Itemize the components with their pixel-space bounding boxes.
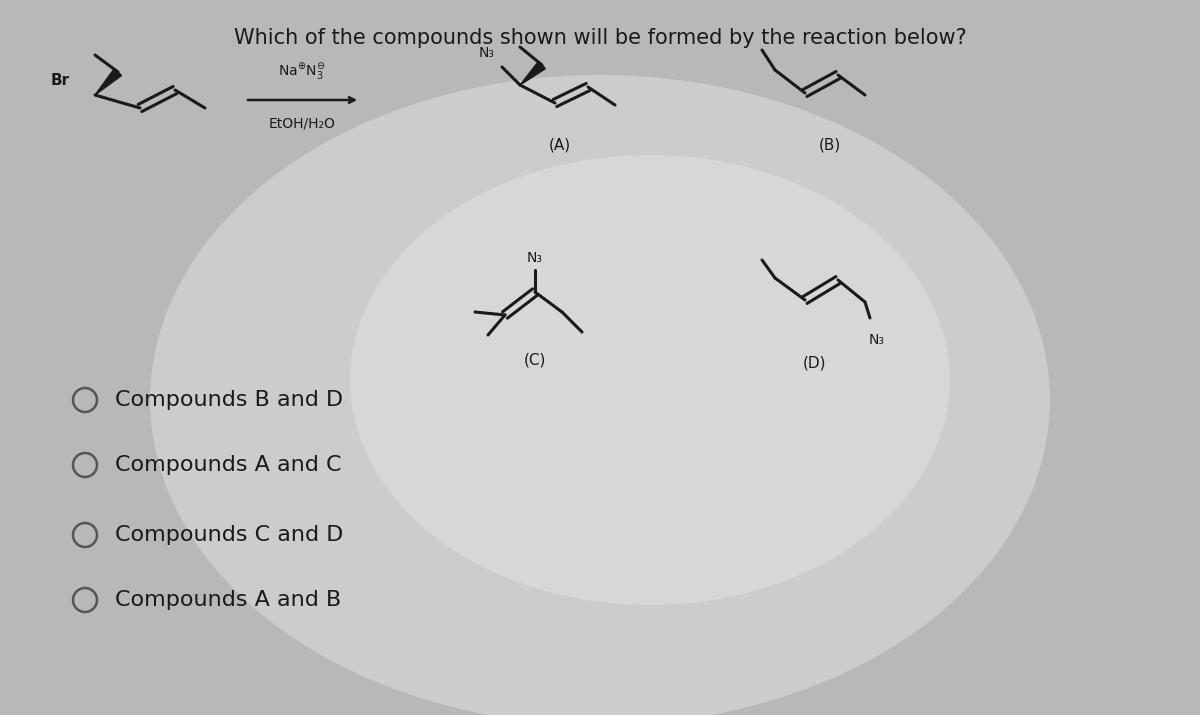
Text: EtOH/H₂O: EtOH/H₂O xyxy=(269,116,336,130)
Text: N₃: N₃ xyxy=(479,46,496,60)
Ellipse shape xyxy=(150,75,1050,715)
Ellipse shape xyxy=(350,155,950,605)
Text: Br: Br xyxy=(50,72,70,87)
Text: Compounds A and B: Compounds A and B xyxy=(115,590,341,610)
Text: (B): (B) xyxy=(818,137,841,152)
Text: Na$^{\oplus}$N$_3^{\ominus}$: Na$^{\oplus}$N$_3^{\ominus}$ xyxy=(278,61,325,82)
Text: (A): (A) xyxy=(548,137,571,152)
Text: Which of the compounds shown will be formed by the reaction below?: Which of the compounds shown will be for… xyxy=(234,28,966,48)
Text: (C): (C) xyxy=(524,352,546,367)
Text: Compounds B and D: Compounds B and D xyxy=(115,390,343,410)
Polygon shape xyxy=(520,61,545,85)
Text: N₃: N₃ xyxy=(527,251,542,265)
Text: Compounds C and D: Compounds C and D xyxy=(115,525,343,545)
Polygon shape xyxy=(95,69,121,95)
Text: N₃: N₃ xyxy=(869,333,886,347)
Text: Compounds A and C: Compounds A and C xyxy=(115,455,342,475)
Text: (D): (D) xyxy=(803,355,827,370)
